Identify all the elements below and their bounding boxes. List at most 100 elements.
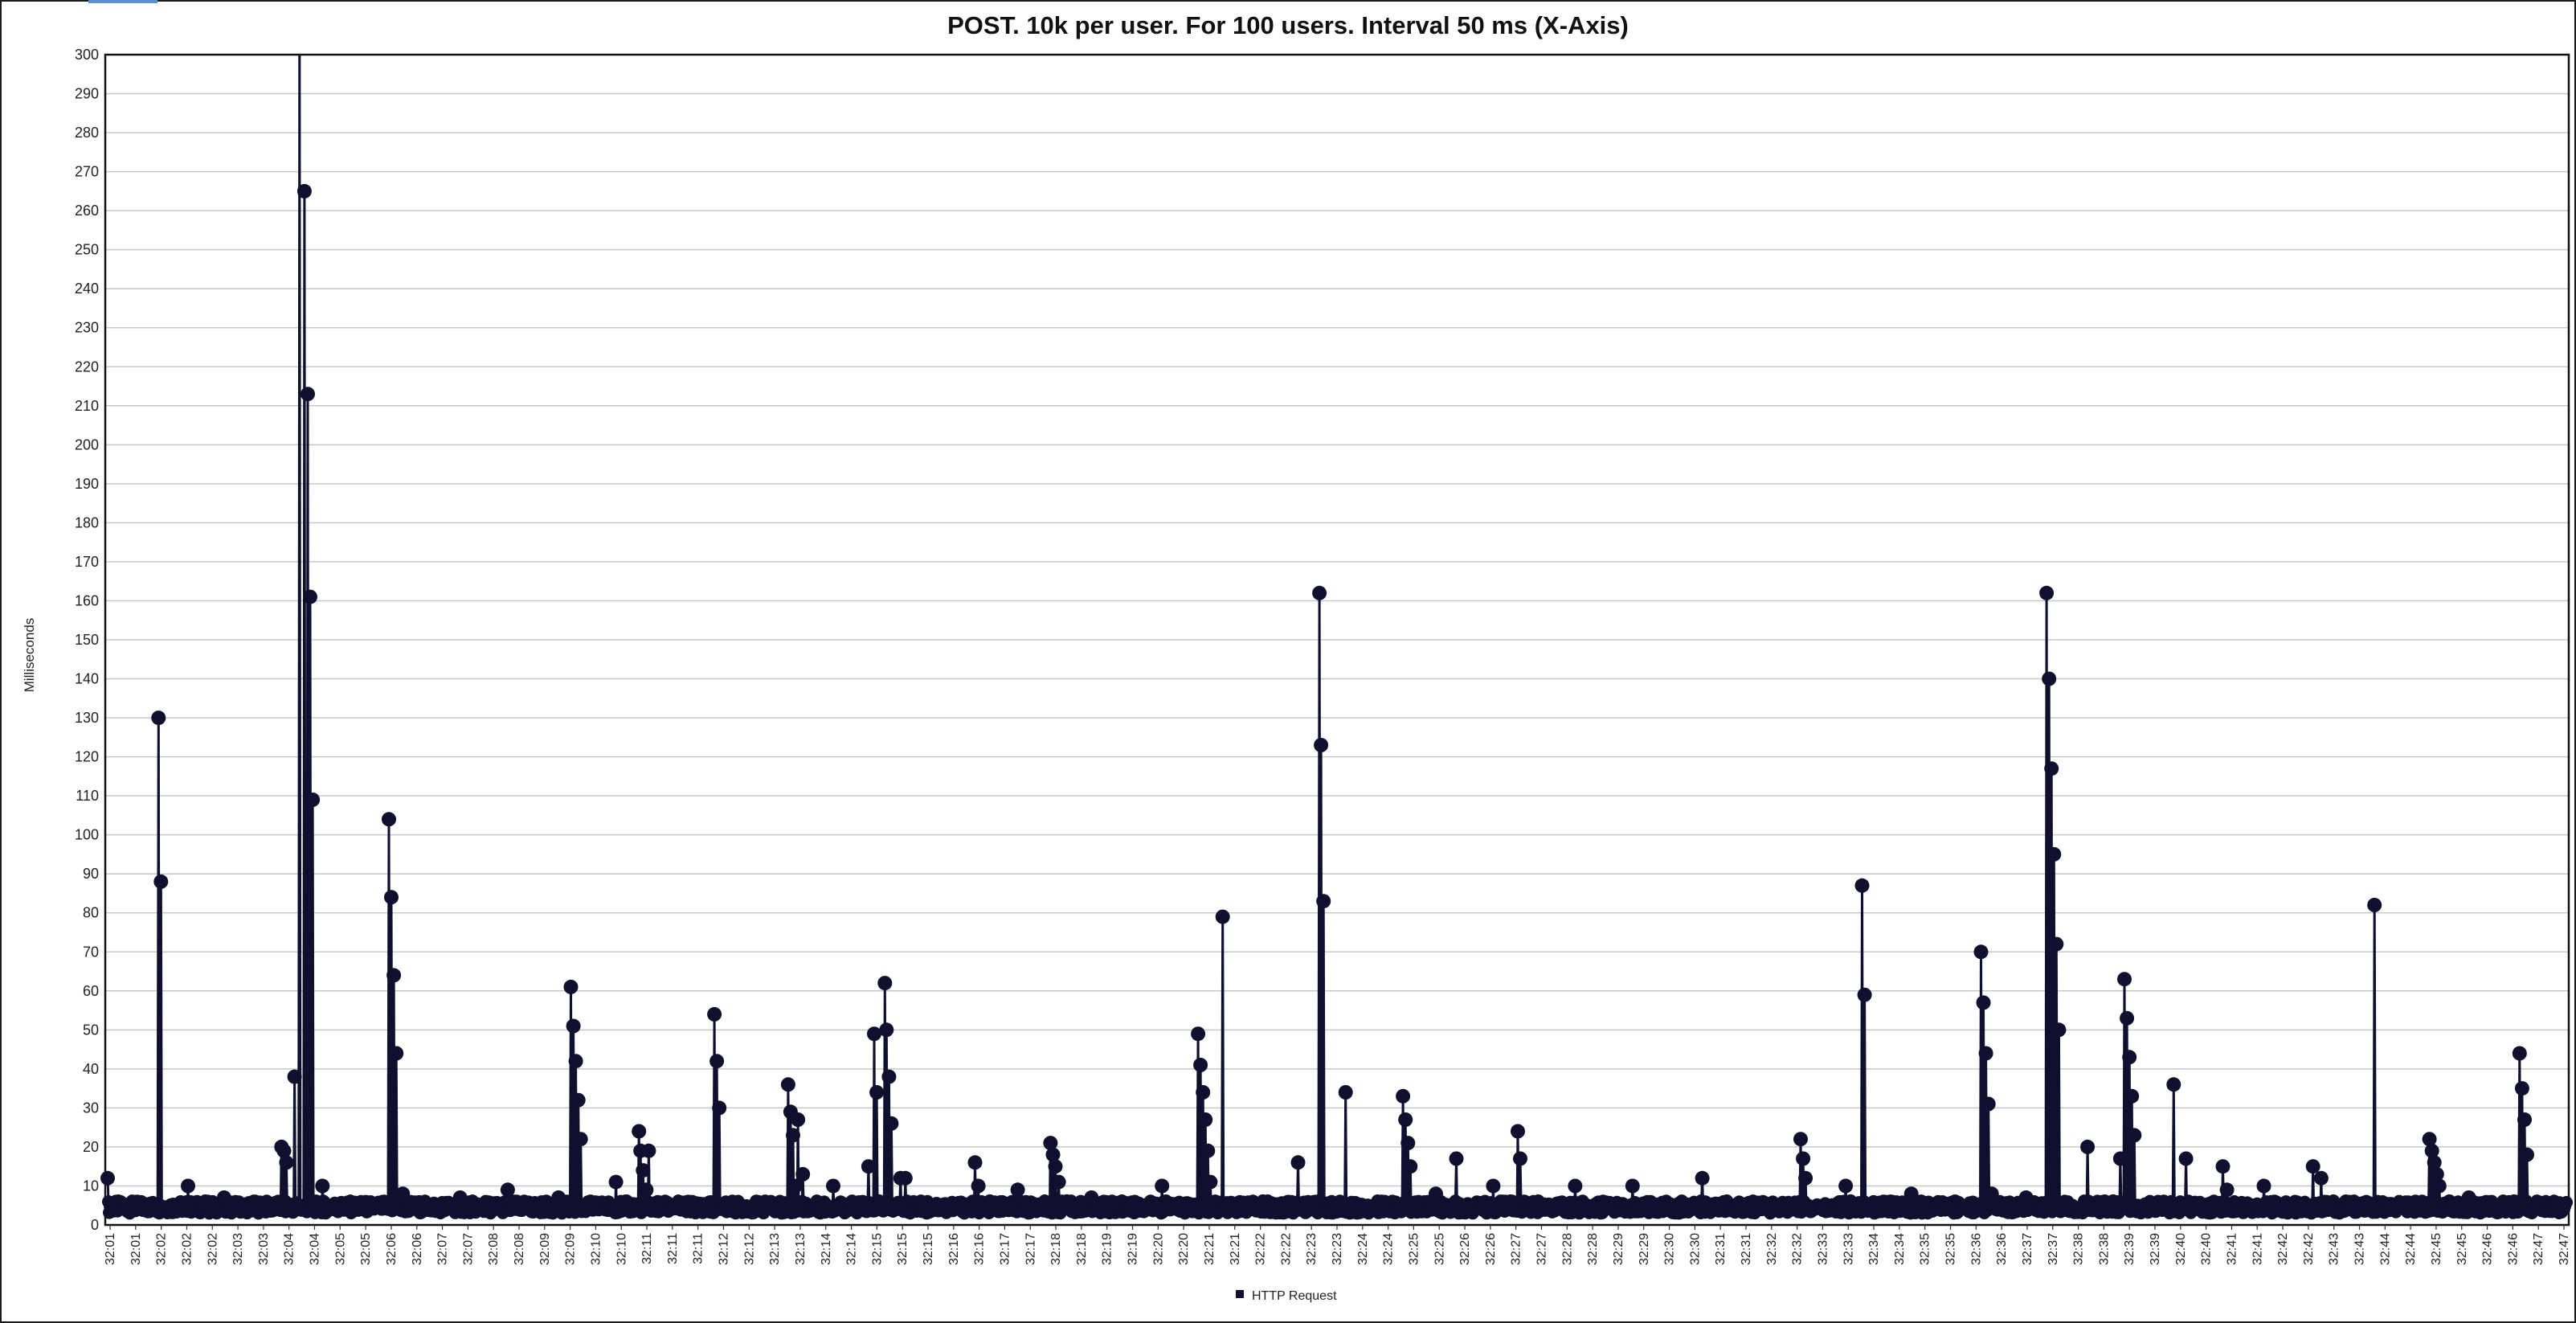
data-point	[1048, 1159, 1063, 1174]
x-tick-label: 32:34	[1867, 1233, 1881, 1265]
x-tick-label: 32:34	[1893, 1233, 1907, 1265]
data-point	[279, 1155, 294, 1170]
x-tick-label: 32:46	[2481, 1233, 2495, 1265]
legend-swatch	[1236, 1290, 1244, 1298]
x-tick-label: 32:41	[2251, 1233, 2264, 1265]
y-axis-label: Milliseconds	[22, 618, 37, 693]
data-point	[898, 1170, 913, 1186]
x-tick-label: 32:38	[2097, 1233, 2111, 1265]
y-tick-label: 210	[75, 398, 99, 414]
data-point	[1854, 878, 1870, 893]
x-tick-label: 32:36	[1969, 1233, 1983, 1265]
data-point	[386, 968, 402, 983]
data-point	[573, 1132, 588, 1147]
x-tick-label: 32:08	[487, 1233, 501, 1265]
x-tick-label: 32:29	[1612, 1233, 1625, 1265]
x-tick-label: 32:14	[820, 1233, 833, 1265]
y-tick-label: 110	[76, 788, 99, 804]
x-tick-label: 32:11	[692, 1233, 705, 1264]
data-point	[2122, 1050, 2137, 1065]
legend: HTTP Request	[1236, 1289, 1337, 1303]
data-point	[2514, 1081, 2529, 1096]
data-point	[1193, 1058, 1208, 1072]
y-tick-label: 270	[75, 164, 99, 180]
y-tick-label: 220	[75, 358, 99, 375]
x-tick-label: 32:11	[640, 1233, 654, 1264]
x-tick-label: 32:42	[2302, 1233, 2316, 1265]
data-point	[641, 1143, 656, 1158]
x-tick-label: 32:19	[1126, 1233, 1140, 1265]
y-tick-label: 290	[75, 86, 99, 102]
data-point	[1051, 1174, 1066, 1190]
x-tick-label: 32:06	[411, 1233, 424, 1265]
y-tick-label: 50	[83, 1022, 99, 1038]
x-tick-label: 32:13	[794, 1233, 808, 1265]
data-point	[1043, 1136, 1058, 1151]
y-tick-label: 170	[75, 554, 99, 570]
y-tick-label: 230	[75, 320, 99, 336]
x-tick-label: 32:24	[1356, 1233, 1370, 1265]
x-tick-label: 32:07	[436, 1233, 450, 1265]
data-point	[151, 711, 166, 726]
y-tick-label: 10	[83, 1178, 99, 1194]
x-tick-label: 32:40	[2174, 1233, 2188, 1265]
data-point	[382, 812, 396, 827]
x-tick-label: 32:35	[1944, 1233, 1958, 1265]
x-tick-label: 32:18	[1075, 1233, 1089, 1265]
data-point	[869, 1085, 885, 1100]
y-tick-label: 140	[75, 671, 99, 687]
x-tick-label: 32:11	[666, 1233, 680, 1264]
x-tick-label: 32:43	[2328, 1233, 2341, 1265]
y-tick-label: 240	[75, 281, 99, 297]
x-tick-label: 32:33	[1842, 1233, 1855, 1265]
data-point	[2080, 1139, 2096, 1154]
x-tick-label: 32:40	[2200, 1233, 2214, 1265]
data-point	[1798, 1170, 1813, 1186]
data-point	[2429, 1166, 2444, 1182]
y-tick-label: 180	[75, 514, 99, 530]
x-tick-label: 32:39	[2149, 1233, 2162, 1265]
window-tab-accent	[88, 0, 157, 3]
x-tick-label: 32:32	[1791, 1233, 1805, 1265]
x-tick-label: 32:21	[1229, 1233, 1242, 1265]
data-point	[1625, 1178, 1640, 1194]
data-point	[1973, 944, 1989, 960]
data-point	[1513, 1151, 1527, 1166]
series-line	[106, 55, 2568, 1214]
data-point	[303, 589, 317, 604]
x-tick-label: 32:17	[998, 1233, 1012, 1265]
data-point	[636, 1163, 651, 1178]
data-point	[2219, 1182, 2235, 1198]
x-tick-label: 32:37	[2046, 1233, 2060, 1265]
data-point	[2512, 1046, 2527, 1061]
data-point	[2046, 846, 2062, 862]
legend-label: HTTP Request	[1252, 1289, 1337, 1303]
y-tick-label: 30	[83, 1100, 99, 1116]
x-tick-label: 32:28	[1586, 1233, 1600, 1265]
x-tick-label: 32:08	[513, 1233, 526, 1265]
series-http-request	[100, 55, 2573, 1220]
data-point	[879, 1022, 894, 1038]
x-tick-label: 32:25	[1407, 1233, 1421, 1265]
y-tick-label: 120	[75, 749, 99, 765]
data-point	[2422, 1132, 2437, 1147]
data-point	[971, 1178, 986, 1194]
data-point	[384, 890, 399, 905]
x-tick-label: 32:16	[947, 1233, 961, 1265]
data-point	[153, 874, 169, 889]
data-point	[100, 1170, 115, 1186]
x-tick-label: 32:45	[2430, 1233, 2443, 1265]
x-tick-label: 32:13	[768, 1233, 782, 1265]
y-tick-label: 200	[75, 436, 99, 453]
data-point	[1403, 1159, 1418, 1174]
x-tick-label: 32:17	[1024, 1233, 1037, 1265]
y-tick-label: 100	[75, 827, 99, 843]
y-tick-label: 0	[91, 1217, 99, 1233]
data-point	[884, 1116, 899, 1131]
data-point	[1568, 1178, 1583, 1194]
x-tick-label: 32:10	[615, 1233, 628, 1265]
data-point	[1486, 1178, 1501, 1194]
data-point	[608, 1174, 624, 1190]
x-tick-label: 32:03	[231, 1233, 245, 1265]
